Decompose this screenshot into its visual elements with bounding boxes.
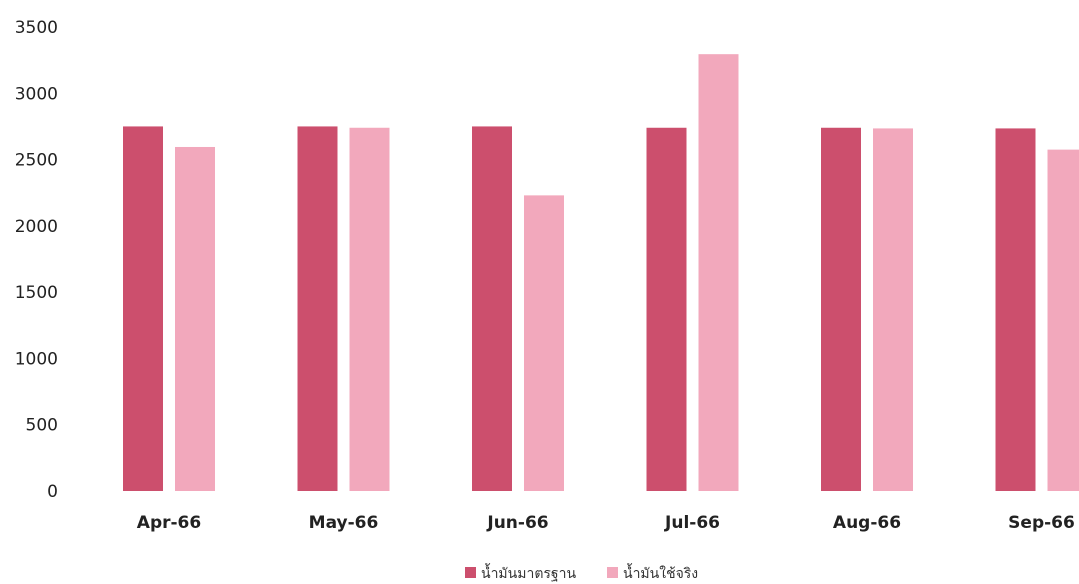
x-tick-label: Sep-66	[1008, 513, 1075, 533]
x-tick-label: Apr-66	[137, 513, 201, 533]
legend-swatch	[465, 567, 476, 578]
legend-swatch	[607, 567, 618, 578]
y-tick-label: 0	[47, 482, 58, 502]
y-tick-label: 3500	[15, 18, 58, 38]
bar-actual-jul-66	[698, 54, 739, 491]
bar-standard-aug-66	[821, 127, 861, 492]
bar-actual-may-66	[349, 127, 390, 492]
bar-actual-apr-66	[175, 146, 215, 491]
x-axis: Apr-66 May-66 Jun-66 Jul-66 Aug-66 Sep-66	[137, 513, 1075, 533]
bar-actual-sep-66	[1047, 149, 1079, 491]
y-tick-label: 500	[26, 416, 58, 436]
y-tick-label: 2000	[15, 217, 58, 237]
x-tick-label: Jun-66	[486, 513, 548, 533]
bar-standard-jul-66	[646, 127, 687, 492]
bar-standard-apr-66	[123, 126, 163, 491]
y-tick-label: 1500	[15, 283, 58, 303]
bar-standard-jun-66	[472, 126, 512, 491]
legend-label: น้ำมันใช้จริง	[623, 563, 698, 582]
x-tick-label: May-66	[309, 513, 379, 533]
y-tick-label: 1000	[15, 349, 58, 369]
bar-standard-sep-66	[995, 128, 1036, 491]
y-tick-label: 2500	[15, 151, 58, 171]
bar-actual-jun-66	[524, 195, 564, 491]
x-tick-label: Aug-66	[833, 513, 901, 533]
legend-label: น้ำมันมาตรฐาน	[481, 563, 577, 582]
bar-standard-may-66	[297, 126, 338, 491]
x-tick-label: Jul-66	[664, 513, 720, 533]
legend: น้ำมันมาตรฐาน น้ำมันใช้จริง	[465, 563, 698, 582]
bar-actual-aug-66	[873, 128, 913, 491]
y-tick-label: 3000	[15, 84, 58, 104]
y-axis: 0 500 1000 1500 2000 2500 3000 3500	[15, 18, 58, 502]
bars	[123, 54, 1079, 492]
